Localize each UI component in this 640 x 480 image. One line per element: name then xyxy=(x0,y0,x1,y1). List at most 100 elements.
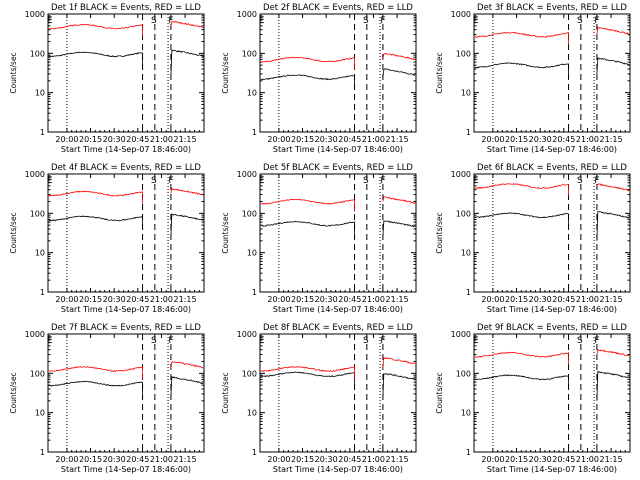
x-tick-label: 21:15 xyxy=(600,135,623,144)
x-tick-label: 20:00 xyxy=(267,295,290,304)
x-tick-label: 21:00 xyxy=(362,455,385,464)
series-events-after xyxy=(170,49,204,78)
y-tick-label: 10 xyxy=(35,249,45,258)
event-marker-f: F xyxy=(594,336,599,346)
series-lld-after xyxy=(382,52,416,61)
plot-frame xyxy=(47,333,205,453)
x-tick-label: 20:00 xyxy=(267,135,290,144)
y-tick-label: 100 xyxy=(30,369,45,378)
x-tick-label: 21:00 xyxy=(150,295,173,304)
y-tick-label: 100 xyxy=(242,49,257,58)
x-tick-label: 20:45 xyxy=(552,455,575,464)
y-axis-label: Counts/sec xyxy=(221,52,230,93)
series-lld-after xyxy=(596,26,630,35)
x-tick-label: 21:15 xyxy=(174,295,197,304)
series-events-before xyxy=(48,215,143,229)
event-marker-f: F xyxy=(380,16,385,26)
x-axis-label: Start Time (14-Sep-07 18:46:00) xyxy=(487,305,617,314)
y-tick-label: 100 xyxy=(456,369,471,378)
series-lld-after xyxy=(596,183,630,192)
x-tick-label: 20:00 xyxy=(55,135,78,144)
series-events-before xyxy=(48,380,143,394)
y-tick-label: 1000 xyxy=(451,330,471,339)
x-tick-label: 21:00 xyxy=(576,135,599,144)
event-marker-s: S xyxy=(577,336,583,346)
series-events-after xyxy=(596,211,630,241)
event-marker-s: S xyxy=(363,16,369,26)
detector-panel-2: Det 2f BLACK = Events, RED = LLD 1 10 100 10… xyxy=(221,3,417,154)
y-tick-label: 100 xyxy=(456,209,471,218)
x-tick-label: 21:15 xyxy=(174,135,197,144)
y-axis-label: Counts/sec xyxy=(221,372,230,413)
x-tick-label: 20:15 xyxy=(79,135,102,144)
y-axis-label: Counts/sec xyxy=(435,52,444,93)
x-tick-label: 20:15 xyxy=(291,295,314,304)
plot-frame xyxy=(473,13,631,133)
series-lld-before xyxy=(474,183,569,197)
x-tick-label: 21:00 xyxy=(150,135,173,144)
series-lld-after xyxy=(596,348,630,357)
y-tick-label: 1 xyxy=(40,128,45,137)
y-tick-label: 10 xyxy=(461,249,471,258)
event-marker-s: S xyxy=(151,176,157,186)
plot-frame xyxy=(259,13,417,133)
y-tick-label: 10 xyxy=(461,89,471,98)
series-events-before xyxy=(260,371,355,385)
x-tick-label: 20:00 xyxy=(267,455,290,464)
panel-title: Det 6f BLACK = Events, RED = LLD xyxy=(477,163,627,173)
x-tick-label: 20:30 xyxy=(315,295,338,304)
panel-title: Det 5f BLACK = Events, RED = LLD xyxy=(263,163,413,173)
x-tick-label: 20:30 xyxy=(315,135,338,144)
series-lld-after xyxy=(170,187,204,196)
plot-frame xyxy=(473,173,631,293)
detector-panel-7: Det 7f BLACK = Events, RED = LLD 1 10 100 10… xyxy=(9,323,205,474)
event-marker-e: E xyxy=(259,16,265,26)
y-tick-label: 1000 xyxy=(237,10,257,19)
x-tick-label: 20:00 xyxy=(481,135,504,144)
event-marker-s: S xyxy=(363,336,369,346)
series-events-after xyxy=(382,68,416,78)
event-marker-e: E xyxy=(47,176,53,186)
detector-panel-5: Det 5f BLACK = Events, RED = LLD 1 10 100 10… xyxy=(221,163,417,314)
panel-title: Det 9f BLACK = Events, RED = LLD xyxy=(477,323,627,333)
x-tick-label: 20:15 xyxy=(79,455,102,464)
series-lld-after xyxy=(382,196,416,205)
y-tick-label: 1 xyxy=(40,448,45,457)
event-marker-f: F xyxy=(168,176,173,186)
y-axis-label: Counts/sec xyxy=(9,212,18,253)
x-tick-label: 20:30 xyxy=(529,135,552,144)
x-tick-label: 20:45 xyxy=(552,295,575,304)
x-tick-label: 20:15 xyxy=(505,135,528,144)
x-tick-label: 21:00 xyxy=(362,135,385,144)
y-tick-label: 1 xyxy=(466,128,471,137)
y-axis-label: Counts/sec xyxy=(9,52,18,93)
event-marker-e: E xyxy=(473,336,479,346)
x-tick-label: 20:00 xyxy=(55,455,78,464)
y-tick-label: 1 xyxy=(40,288,45,297)
detector-panel-3: Det 3f BLACK = Events, RED = LLD 1 10 100 10… xyxy=(435,3,631,154)
plot-frame xyxy=(47,13,205,133)
plot-frame xyxy=(259,173,417,293)
y-tick-label: 100 xyxy=(30,209,45,218)
series-lld-before xyxy=(260,365,355,380)
x-tick-label: 20:30 xyxy=(529,455,552,464)
series-events-before xyxy=(474,374,569,388)
panel-title: Det 7f BLACK = Events, RED = LLD xyxy=(51,323,201,333)
x-tick-label: 20:45 xyxy=(338,455,361,464)
y-tick-label: 10 xyxy=(247,89,257,98)
event-marker-e: E xyxy=(259,176,265,186)
series-events-after xyxy=(170,213,204,238)
x-tick-label: 21:15 xyxy=(174,455,197,464)
series-lld-before xyxy=(48,366,143,380)
event-marker-f: F xyxy=(380,176,385,186)
x-tick-label: 20:30 xyxy=(315,455,338,464)
x-tick-label: 21:15 xyxy=(600,295,623,304)
y-tick-label: 100 xyxy=(242,209,257,218)
y-tick-label: 10 xyxy=(35,89,45,98)
x-tick-label: 21:00 xyxy=(576,455,599,464)
series-events-after xyxy=(382,219,416,238)
event-marker-s: S xyxy=(151,16,157,26)
x-tick-label: 20:15 xyxy=(505,455,528,464)
x-tick-label: 20:00 xyxy=(481,295,504,304)
